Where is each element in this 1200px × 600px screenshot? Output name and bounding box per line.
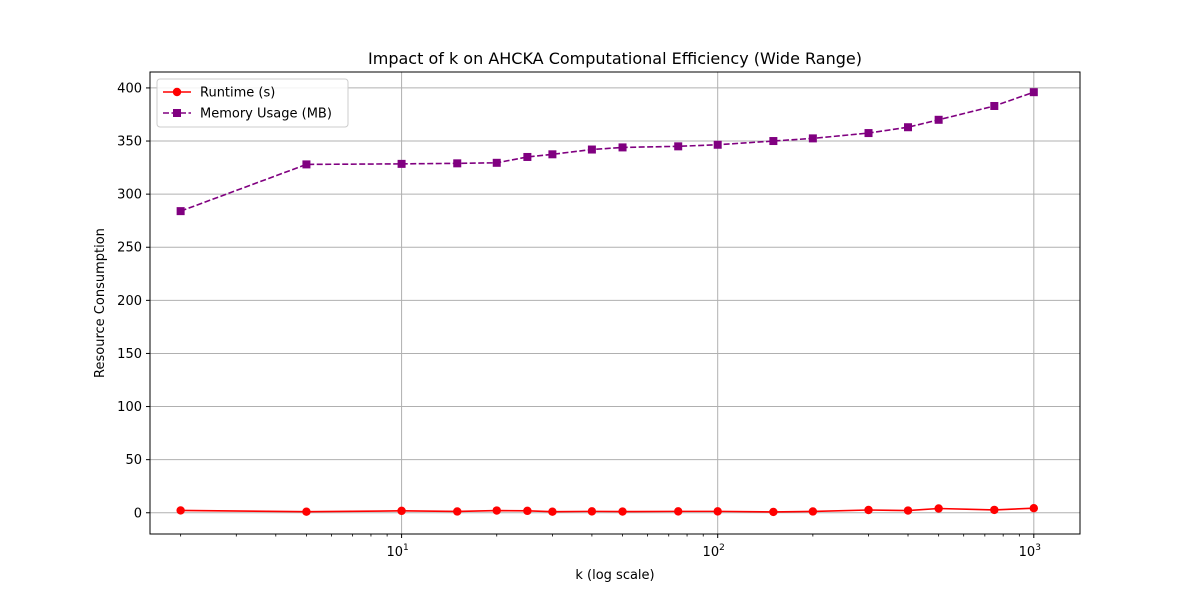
legend-box xyxy=(156,78,349,128)
memory-point xyxy=(492,158,501,167)
memory-point xyxy=(674,142,683,151)
x-axis-label: k (log scale) xyxy=(575,568,654,583)
memory-point xyxy=(548,150,557,159)
runtime-series-line xyxy=(180,507,1034,513)
y-tick-label: 100 xyxy=(117,400,142,415)
memory-point xyxy=(1029,88,1038,97)
runtime-point xyxy=(302,507,311,516)
legend-runtime-label: Runtime (s) xyxy=(200,86,275,101)
runtime-point xyxy=(864,505,873,515)
y-axis: 0 50 100 150 200 250 300 350 400 xyxy=(117,81,150,521)
memory-point xyxy=(713,140,722,149)
runtime-point xyxy=(453,507,462,516)
runtime-point xyxy=(1029,503,1039,513)
y-tick-label: 250 xyxy=(117,241,142,256)
memory-series-line xyxy=(180,91,1035,212)
y-tick-label: 400 xyxy=(117,81,142,96)
y-tick-label: 50 xyxy=(125,453,142,468)
plot-area-frame xyxy=(149,71,1081,535)
memory-point xyxy=(618,143,627,152)
x-tick-label: 102 xyxy=(703,543,725,560)
runtime-point xyxy=(523,506,532,516)
runtime-point xyxy=(934,504,943,513)
y-tick-label: 350 xyxy=(117,135,142,150)
runtime-point xyxy=(674,507,683,516)
y-axis-label: Resource Consumption xyxy=(93,228,108,378)
memory-point xyxy=(302,160,311,169)
series-layer xyxy=(176,88,1039,517)
runtime-point xyxy=(397,506,406,516)
x-axis: 101 102 103 xyxy=(180,534,1041,560)
chart-title: Impact of k on AHCKA Computational Effic… xyxy=(368,49,862,68)
memory-point xyxy=(864,129,873,138)
memory-point xyxy=(808,134,817,143)
runtime-point xyxy=(587,507,597,516)
memory-point xyxy=(176,207,185,216)
runtime-point xyxy=(903,506,913,515)
y-tick-label: 200 xyxy=(117,294,142,309)
runtime-point xyxy=(990,505,999,515)
memory-point xyxy=(397,159,406,168)
memory-point xyxy=(990,101,999,110)
runtime-point xyxy=(713,507,722,516)
memory-point xyxy=(523,152,532,161)
runtime-point xyxy=(548,507,557,516)
x-tick-label: 103 xyxy=(1019,543,1041,560)
legend-memory-label: Memory Usage (MB) xyxy=(200,107,332,122)
runtime-point xyxy=(808,507,818,516)
runtime-point xyxy=(176,506,185,515)
runtime-point xyxy=(769,507,778,517)
legend: Runtime (s) Memory Usage (MB) xyxy=(156,78,349,128)
runtime-point xyxy=(492,506,501,515)
memory-point xyxy=(453,159,462,168)
x-tick-label: 101 xyxy=(386,543,408,560)
y-tick-label: 150 xyxy=(117,347,142,362)
grid-lines xyxy=(150,72,1080,534)
memory-point xyxy=(769,137,778,146)
y-tick-label: 300 xyxy=(117,188,142,203)
memory-point xyxy=(934,115,943,124)
runtime-point xyxy=(618,507,627,516)
memory-point xyxy=(587,145,596,154)
memory-point xyxy=(904,123,913,132)
legend-memory-marker xyxy=(173,109,181,117)
legend-runtime-marker xyxy=(172,87,182,97)
y-tick-label: 0 xyxy=(134,506,142,521)
